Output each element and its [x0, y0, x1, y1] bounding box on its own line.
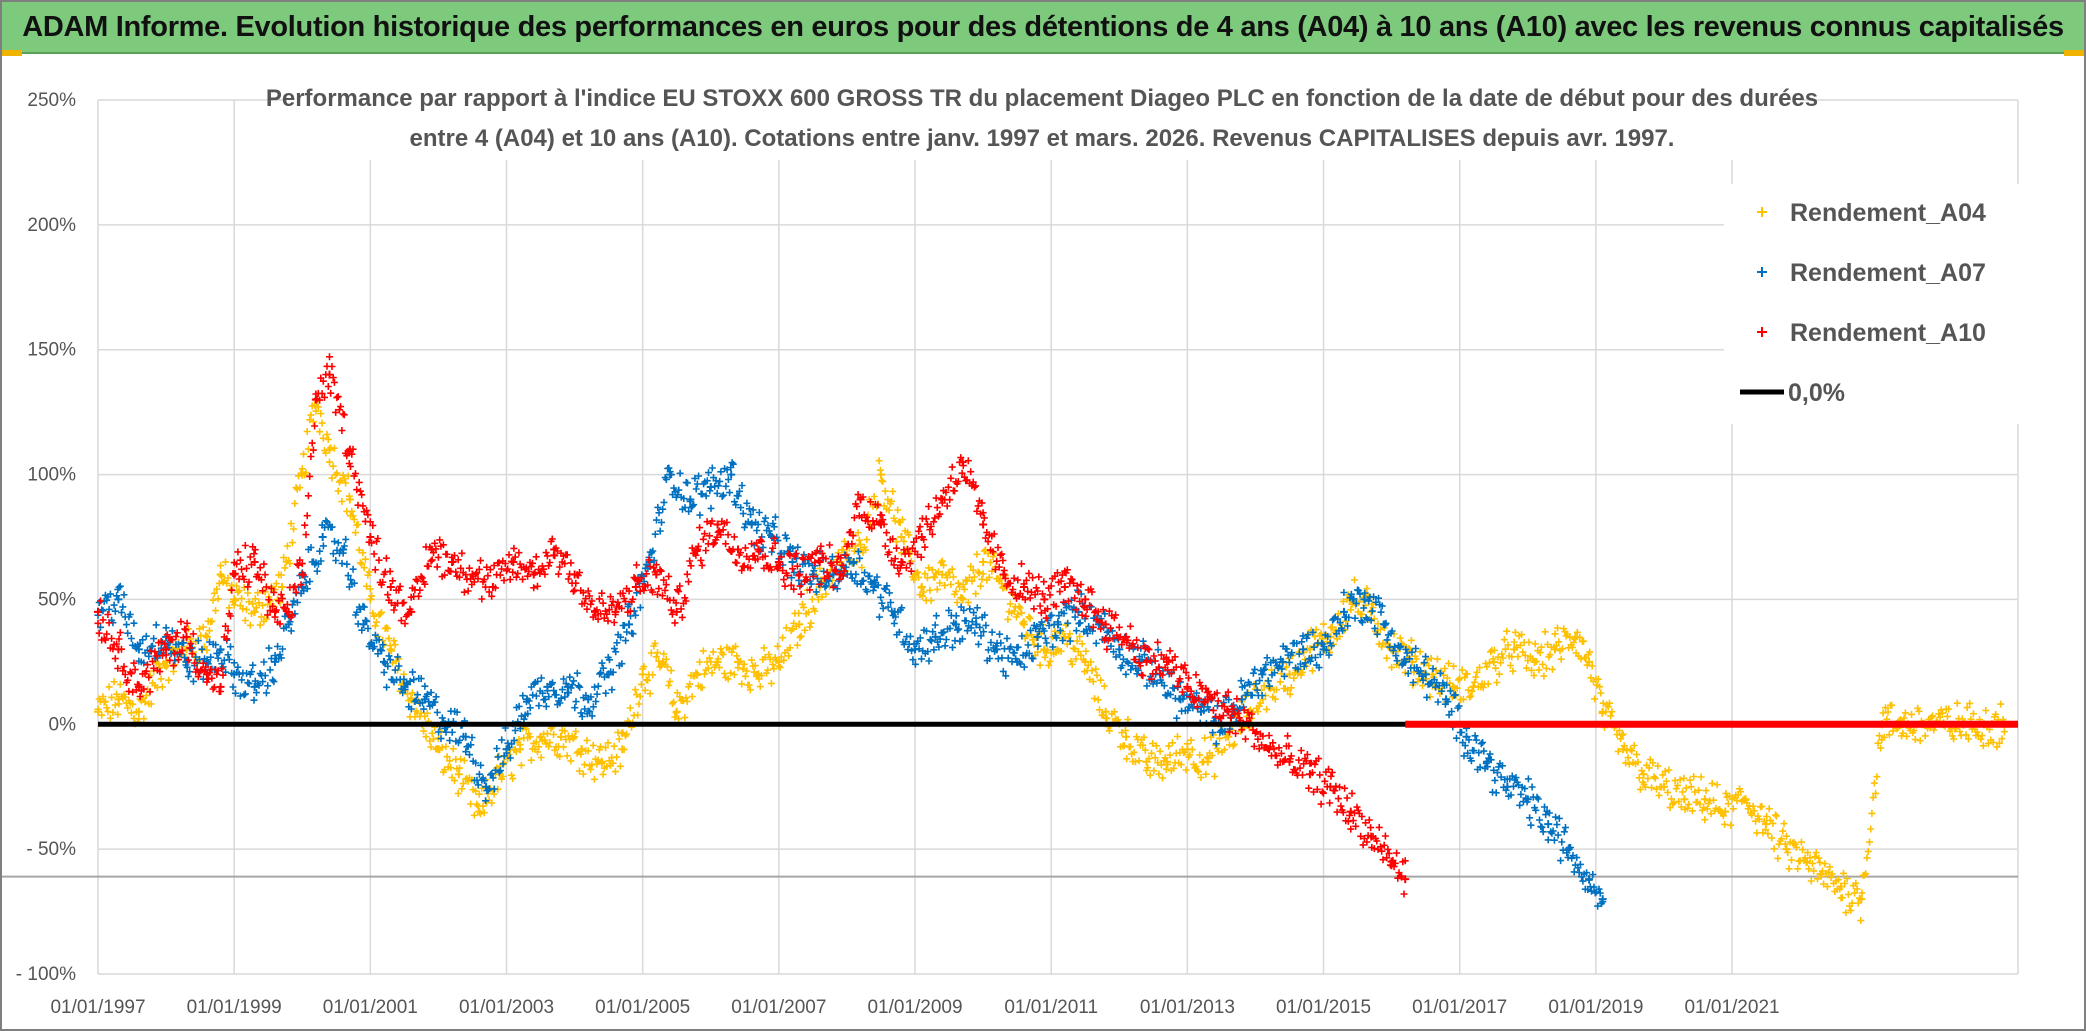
y-tick-label: 250% — [27, 90, 76, 111]
legend-marker-Rendement_A07 — [1757, 267, 1767, 277]
point-Rendement_A07 — [1339, 607, 1348, 616]
point-Rendement_A04 — [366, 595, 375, 604]
scatter-cloud-Rendement_A07 — [94, 459, 1607, 910]
point-Rendement_A07 — [1421, 670, 1430, 679]
series-Rendement_A10 — [94, 353, 1410, 898]
series-Rendement_A07 — [94, 459, 1607, 910]
y-tick-label: 200% — [27, 215, 76, 236]
point-Rendement_A10 — [713, 520, 722, 529]
point-Rendement_A04 — [202, 632, 211, 641]
point-Rendement_A10 — [366, 533, 375, 541]
point-Rendement_A07 — [1033, 632, 1042, 641]
legend-label: 0,0% — [1788, 379, 1845, 407]
point-Rendement_A04 — [979, 557, 988, 566]
point-Rendement_A10 — [672, 607, 681, 616]
x-tick-label: 01/01/2021 — [1684, 997, 1779, 1018]
point-Rendement_A07 — [1544, 820, 1553, 829]
point-Rendement_A10 — [1040, 595, 1049, 604]
x-tick-label: 01/01/2009 — [867, 997, 962, 1018]
legend: Rendement_A04 Rendement_A07 Rendement_A10 0… — [1724, 184, 2024, 424]
legend-label: Rendement_A04 — [1790, 199, 1986, 227]
point-Rendement_A10 — [230, 570, 239, 579]
point-Rendement_A10 — [1346, 807, 1355, 816]
legend-label: Rendement_A10 — [1790, 319, 1986, 347]
banner-corner-right — [2064, 50, 2084, 56]
point-Rendement_A04 — [1122, 732, 1131, 741]
point-Rendement_A04 — [216, 570, 225, 579]
point-Rendement_A04 — [1639, 770, 1648, 779]
legend-background — [1724, 184, 2024, 424]
legend-marker-Rendement_A04 — [1757, 207, 1767, 217]
x-axis-ticks: 01/01/1997 01/01/1999 01/01/2001 01/01/2003… — [50, 997, 1779, 1018]
point-Rendement_A07 — [972, 620, 981, 629]
point-Rendement_A07 — [931, 632, 940, 641]
title-background — [284, 86, 1799, 160]
y-tick-label: - 100% — [16, 964, 76, 985]
point-Rendement_A07 — [1299, 645, 1308, 654]
series-Rendement_A04 — [94, 395, 2009, 924]
x-tick-label: 01/01/2001 — [323, 997, 418, 1018]
point-Rendement_A04 — [1367, 607, 1376, 616]
point-Rendement_A10 — [1060, 582, 1069, 591]
y-tick-label: 50% — [38, 589, 76, 610]
x-tick-label: 01/01/2013 — [1140, 997, 1235, 1018]
point-Rendement_A10 — [1081, 595, 1090, 604]
y-tick-label: 0% — [49, 714, 77, 735]
x-tick-label: 01/01/2019 — [1548, 997, 1643, 1018]
point-Rendement_A07 — [114, 595, 123, 604]
chart-title-line1: Performance par rapport à l'indice EU ST… — [266, 85, 1818, 112]
y-tick-label: - 50% — [26, 839, 76, 860]
point-Rendement_A04 — [1619, 745, 1628, 754]
point-Rendement_A04 — [897, 533, 906, 541]
point-Rendement_A07 — [379, 657, 388, 666]
x-tick-label: 01/01/2015 — [1276, 997, 1371, 1018]
point-Rendement_A10 — [631, 582, 640, 591]
point-Rendement_A10 — [979, 520, 988, 529]
y-tick-label: 150% — [27, 340, 76, 361]
point-Rendement_A10 — [529, 570, 538, 579]
point-Rendement_A04 — [1680, 795, 1689, 804]
x-tick-label: 01/01/1999 — [187, 997, 282, 1018]
point-Rendement_A04 — [1285, 670, 1294, 679]
banner-corner-left — [2, 50, 22, 56]
point-Rendement_A10 — [386, 582, 395, 591]
x-tick-label: 01/01/2007 — [731, 997, 826, 1018]
x-tick-label: 01/01/2017 — [1412, 997, 1507, 1018]
point-Rendement_A07 — [788, 557, 797, 566]
x-tick-label: 01/01/1997 — [50, 997, 145, 1018]
y-axis-ticks: 250% 200% 150% 100% 50% 0% - 50% - 100% — [16, 90, 76, 985]
legend-marker-Rendement_A10 — [1757, 327, 1767, 337]
banner-title: ADAM Informe. Evolution historique des p… — [2, 2, 2084, 54]
point-Rendement_A07 — [1258, 670, 1267, 679]
point-Rendement_A10 — [94, 607, 102, 616]
point-Rendement_A07 — [318, 533, 327, 541]
x-tick-label: 01/01/2011 — [1004, 997, 1098, 1018]
chart-title-line2: entre 4 (A04) et 10 ans (A10). Cotations… — [410, 125, 1675, 152]
point-Rendement_A07 — [625, 620, 634, 629]
point-Rendement_A07 — [1360, 595, 1369, 604]
plot-area — [94, 353, 2009, 924]
point-Rendement_A04 — [1700, 795, 1709, 804]
x-tick-label: 01/01/2005 — [595, 997, 690, 1018]
scatter-cloud-Rendement_A10 — [94, 353, 1409, 898]
legend-label: Rendement_A07 — [1790, 259, 1986, 287]
point-Rendement_A10 — [1101, 620, 1110, 629]
x-tick-label: 01/01/2003 — [459, 997, 554, 1018]
point-Rendement_A07 — [727, 470, 736, 479]
point-Rendement_A10 — [1401, 875, 1410, 884]
y-tick-label: 100% — [27, 465, 76, 486]
